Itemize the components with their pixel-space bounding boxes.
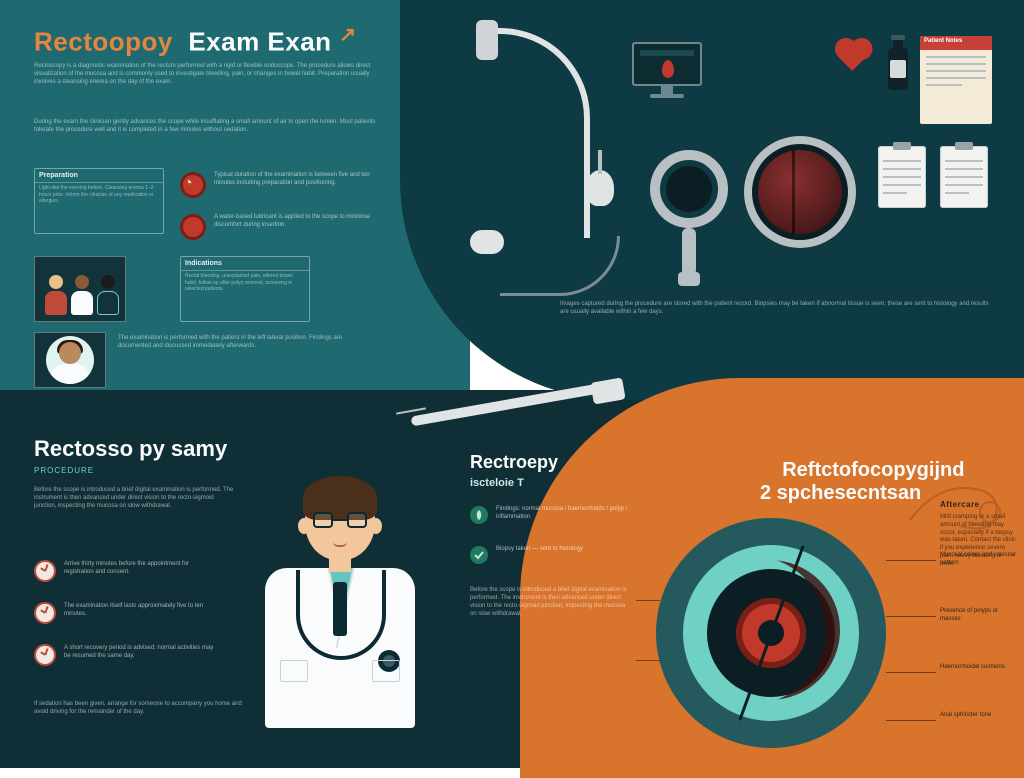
- title-word-1: Rectoopoy: [34, 27, 173, 57]
- gauge-icon-glyph: ◔: [184, 174, 192, 190]
- leaf-icon: [470, 506, 488, 524]
- check-icon-text: Biopsy taken — sent to histology: [496, 546, 636, 554]
- main-title: Rectoopoy Exam Exan ↗: [34, 22, 357, 58]
- callout-line-2: [886, 616, 936, 617]
- silhouette-1: [45, 275, 67, 315]
- clock-item-3: A short recovery period is advised; norm…: [34, 644, 214, 666]
- droplet-icon: [180, 214, 206, 240]
- callout-4: Anal sphincter tone: [940, 712, 1018, 720]
- leaf-icon-text: Findings: normal mucosa / haemorrhoids /…: [496, 506, 636, 522]
- silhouette-3: [97, 275, 119, 315]
- silhouette-2: [71, 275, 93, 315]
- infographic-canvas: Rectoopoy Exam Exan ↗ Rectoscopy is a di…: [0, 0, 1024, 768]
- clock-item-2-text: The examination itself lasts approximate…: [64, 602, 214, 618]
- info-box-preparation-body: Light diet the evening before. Cleansing…: [35, 183, 163, 207]
- callout-line-left-1: [636, 600, 660, 601]
- check-icon: [470, 546, 488, 564]
- clipboard-icon-2: [940, 146, 988, 208]
- tissue-view-icon: [758, 150, 842, 234]
- monitor-icon: [632, 42, 702, 98]
- callout-line-3: [886, 672, 936, 673]
- intro-paragraph-2: During the exam the clinician gently adv…: [34, 118, 384, 154]
- otoscope-lens-icon: [666, 166, 712, 212]
- callout-line-left-2: [636, 660, 660, 661]
- clock-icon: [34, 602, 56, 624]
- aftercare-text: Mild cramping or a small amount of bleed…: [940, 514, 1018, 569]
- notes-card: Patient Notes: [920, 36, 992, 124]
- bulb-wire-icon: [598, 150, 602, 174]
- otoscope-handle-icon: [682, 228, 696, 276]
- section-title-procedure: Rectosso py samy: [34, 436, 227, 462]
- gauge-icon-text: Typical duration of the examination is b…: [214, 172, 384, 188]
- callout-2: Presence of polyps or masses: [940, 608, 1018, 624]
- notes-card-title: Patient Notes: [920, 36, 992, 50]
- droplet-icon-text: A water-based lubricant is applied to th…: [214, 214, 384, 230]
- clock-icon: [34, 644, 56, 666]
- bottle-icon: [888, 48, 908, 90]
- info-box-indications: Indications Rectal bleeding, unexplained…: [180, 256, 310, 322]
- rectoscope-grip-icon: [476, 20, 498, 60]
- title-arrow-icon: ↗: [339, 24, 356, 46]
- section-title-procedure-text: Rectosso py samy: [34, 436, 227, 461]
- section-subtitle-procedure: Procedure: [34, 466, 94, 476]
- info-box-indications-header: Indications: [181, 257, 309, 271]
- otoscope-base-icon: [678, 272, 700, 286]
- clock-item-1-text: Arrive thirty minutes before the appoint…: [64, 560, 214, 576]
- info-box-indications-body: Rectal bleeding, unexplained pain, alter…: [181, 271, 309, 295]
- bulb-icon: [586, 170, 614, 206]
- callout-line-4: [886, 720, 936, 721]
- clock-icon: [34, 560, 56, 582]
- center-col-paragraph: Before the scope is introduced a brief d…: [470, 586, 630, 706]
- aftercare-title: Aftercare: [940, 500, 980, 510]
- info-box-preparation-header: Preparation: [35, 169, 163, 183]
- callout-line-1: [886, 560, 936, 561]
- patients-icon-card: [34, 256, 126, 322]
- callout-3: Haemorrhoidal cushions: [940, 664, 1018, 672]
- clock-item-3-text: A short recovery period is advised; norm…: [64, 644, 214, 660]
- center-col-title2: iscteloie T: [470, 476, 524, 490]
- doctor-avatar-card: [34, 332, 106, 388]
- intro-paragraph-1: Rectoscopy is a diagnostic examination o…: [34, 62, 384, 110]
- doctor-illustration: [250, 470, 430, 730]
- tissue-split-icon: [792, 150, 795, 234]
- side-paragraph: The examination is performed with the pa…: [118, 334, 368, 382]
- diagram-shadow-icon: [700, 560, 840, 700]
- rectoscope-tip-icon: [470, 230, 504, 254]
- title-word-2b: Exam Exan: [188, 27, 331, 57]
- clock-item-2: The examination itself lasts approximate…: [34, 602, 214, 624]
- clipboard-icon-1: [878, 146, 926, 208]
- doctor-avatar-icon: [46, 336, 94, 384]
- procedure-paragraph: Before the scope is introduced a brief d…: [34, 486, 234, 546]
- equipment-paragraph: Images captured during the procedure are…: [560, 300, 990, 356]
- center-col-title1: Rectroepy: [470, 452, 558, 473]
- clock-item-1: Arrive thirty minutes before the appoint…: [34, 560, 214, 582]
- info-box-preparation: Preparation Light diet the evening befor…: [34, 168, 164, 234]
- procedure-footnote: If sedation has been given, arrange for …: [34, 700, 254, 740]
